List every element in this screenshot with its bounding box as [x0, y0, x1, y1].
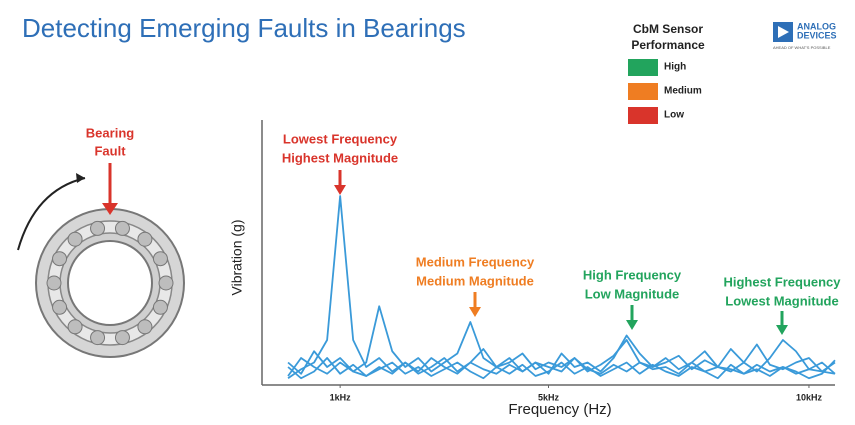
- annotation-text: Low Magnitude: [585, 286, 680, 301]
- x-axis-label: Frequency (Hz): [508, 401, 611, 418]
- annotation-text: Lowest Magnitude: [725, 293, 838, 308]
- bearing-ball: [115, 221, 129, 235]
- slide-title: Detecting Emerging Faults in Bearings: [22, 13, 466, 43]
- annotation-text: Medium Magnitude: [416, 273, 534, 288]
- bearing-ball: [53, 300, 67, 314]
- legend-swatch: [628, 59, 658, 76]
- bearing-ball: [159, 276, 173, 290]
- annotation-text: Highest Magnitude: [282, 150, 398, 165]
- legend-label: Medium: [664, 86, 702, 97]
- legend-label: High: [664, 62, 686, 73]
- bearing-ball: [115, 331, 129, 345]
- x-tick-label: 1kHz: [330, 392, 352, 402]
- logo-text: DEVICES: [797, 30, 837, 40]
- bearing-ball: [53, 252, 67, 266]
- legend-title: Performance: [631, 38, 705, 52]
- legend-label: Low: [664, 110, 684, 121]
- annotation-text: Lowest Frequency: [283, 131, 398, 146]
- logo-tagline: AHEAD OF WHAT'S POSSIBLE: [773, 45, 831, 50]
- legend-title: CbM Sensor: [633, 22, 703, 36]
- bearing-ball: [153, 300, 167, 314]
- x-tick-label: 10kHz: [796, 392, 823, 402]
- bearing-bore: [68, 241, 152, 325]
- annotation-text: High Frequency: [583, 267, 682, 282]
- annotation-text: Medium Frequency: [416, 254, 535, 269]
- page: Detecting Emerging Faults in Bearings Be…: [0, 0, 855, 425]
- bearing-ball: [47, 276, 61, 290]
- bearing-ball: [138, 320, 152, 334]
- bearing-ball: [91, 331, 105, 345]
- annotation-text: Highest Frequency: [723, 274, 841, 289]
- logo: [773, 22, 793, 42]
- legend-swatch: [628, 83, 658, 100]
- bearing-ball: [68, 320, 82, 334]
- bearing-label: Bearing: [86, 125, 134, 140]
- bearing-ball: [68, 232, 82, 246]
- legend-swatch: [628, 107, 658, 124]
- bearing-ball: [138, 232, 152, 246]
- bearing-label: Fault: [94, 143, 126, 158]
- y-axis-label: Vibration (g): [229, 219, 245, 295]
- bearing-ball: [91, 221, 105, 235]
- bearing-ball: [153, 252, 167, 266]
- slide: Detecting Emerging Faults in Bearings Be…: [0, 0, 855, 425]
